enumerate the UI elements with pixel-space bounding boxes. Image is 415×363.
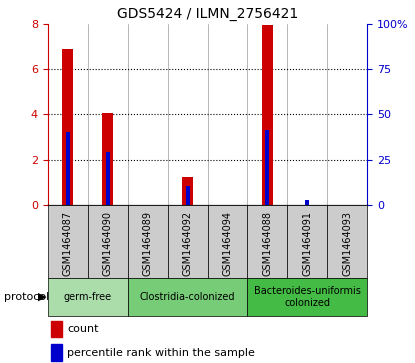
- Text: GSM1464092: GSM1464092: [183, 211, 193, 276]
- Bar: [247, 278, 367, 316]
- Bar: [48, 278, 128, 316]
- Bar: [186, 186, 190, 205]
- Bar: [102, 113, 113, 205]
- Text: ▶: ▶: [38, 292, 46, 302]
- Bar: [266, 130, 269, 205]
- Bar: [208, 205, 247, 278]
- Bar: [327, 205, 367, 278]
- Bar: [88, 205, 128, 278]
- Bar: [66, 132, 70, 205]
- Text: GSM1464094: GSM1464094: [222, 211, 232, 276]
- Title: GDS5424 / ILMN_2756421: GDS5424 / ILMN_2756421: [117, 7, 298, 21]
- Bar: [51, 344, 62, 361]
- Bar: [48, 205, 88, 278]
- Text: GSM1464093: GSM1464093: [342, 211, 352, 276]
- Bar: [168, 205, 208, 278]
- Bar: [62, 49, 73, 205]
- Text: germ-free: germ-free: [63, 292, 112, 302]
- Text: GSM1464090: GSM1464090: [103, 211, 112, 276]
- Text: Bacteroides-uniformis
colonized: Bacteroides-uniformis colonized: [254, 286, 361, 307]
- Bar: [262, 25, 273, 205]
- Bar: [128, 278, 247, 316]
- Text: protocol: protocol: [4, 292, 49, 302]
- Text: percentile rank within the sample: percentile rank within the sample: [67, 348, 255, 358]
- Text: GSM1464089: GSM1464089: [143, 211, 153, 276]
- Bar: [287, 205, 327, 278]
- Bar: [128, 205, 168, 278]
- Text: GSM1464087: GSM1464087: [63, 211, 73, 276]
- Bar: [51, 321, 62, 337]
- Bar: [182, 177, 193, 205]
- Bar: [247, 205, 287, 278]
- Text: count: count: [67, 324, 98, 334]
- Text: GSM1464088: GSM1464088: [262, 211, 272, 276]
- Bar: [305, 200, 309, 205]
- Text: GSM1464091: GSM1464091: [303, 211, 312, 276]
- Bar: [106, 152, 110, 205]
- Text: Clostridia-colonized: Clostridia-colonized: [140, 292, 235, 302]
